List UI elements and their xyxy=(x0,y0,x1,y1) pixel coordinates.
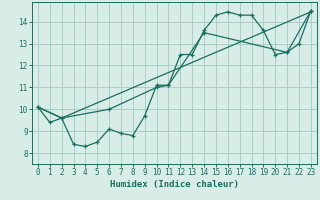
X-axis label: Humidex (Indice chaleur): Humidex (Indice chaleur) xyxy=(110,180,239,189)
